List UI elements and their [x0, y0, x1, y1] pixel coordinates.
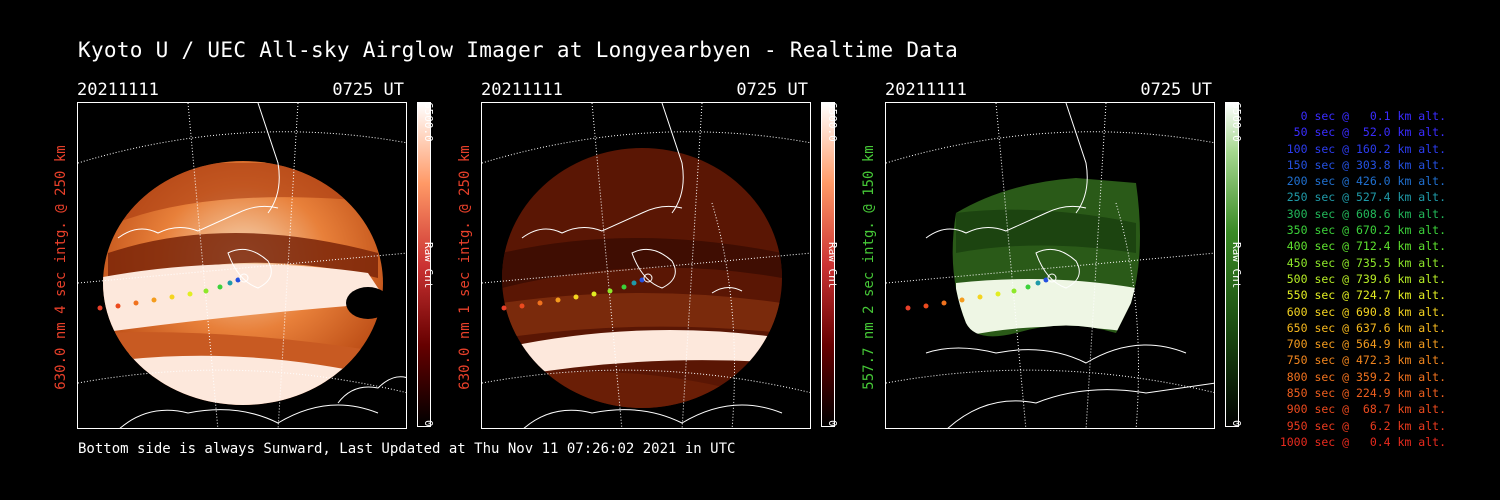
- colorbar-max: 6500.0: [422, 102, 435, 142]
- colorbar-max: 6500.0: [826, 102, 839, 142]
- image-panel-3: 20211111 0725 UT 557.7 nm 2 sec intg. @ …: [861, 80, 1243, 430]
- colorbar-min: 0: [1230, 420, 1243, 427]
- panel-label: 557.7 nm 2 sec intg. @ 150 km: [861, 145, 877, 390]
- colorbar-max: 6500.0: [1230, 102, 1243, 142]
- panel-time: 0725 UT: [1140, 80, 1212, 100]
- allsky-image: [885, 102, 1215, 429]
- colorbar-min: 0: [826, 420, 839, 427]
- legend-row: 350 sec @ 670.2 km alt.: [1286, 223, 1446, 238]
- legend-row: 850 sec @ 224.9 km alt.: [1286, 386, 1446, 401]
- colorbar: [1225, 102, 1239, 427]
- trajectory-legend: 0 sec @ 0.1 km alt. 50 sec @ 52.0 km alt.…: [1268, 108, 1446, 450]
- legend-row: 50 sec @ 52.0 km alt.: [1293, 125, 1446, 140]
- legend-row: 200 sec @ 426.0 km alt.: [1286, 174, 1446, 189]
- footer-note: Bottom side is always Sunward, Last Upda…: [78, 441, 736, 457]
- image-panel-1: 20211111 0725 UT 630.0 nm 4 sec intg. @ …: [53, 80, 435, 430]
- allsky-image: [77, 102, 407, 429]
- legend-row: 550 sec @ 724.7 km alt.: [1286, 288, 1446, 303]
- legend-row: 250 sec @ 527.4 km alt.: [1286, 190, 1446, 205]
- legend-row: 650 sec @ 637.6 km alt.: [1286, 320, 1446, 335]
- trajectory-dots: [501, 273, 653, 311]
- legend-row: 900 sec @ 68.7 km alt.: [1286, 402, 1446, 417]
- legend-row: 750 sec @ 472.3 km alt.: [1286, 353, 1446, 368]
- legend-row: 950 sec @ 6.2 km alt.: [1286, 418, 1446, 433]
- colorbar: [417, 102, 431, 427]
- colorbar: [821, 102, 835, 427]
- panel-time: 0725 UT: [332, 80, 404, 100]
- panel-date: 20211111: [885, 80, 967, 100]
- legend-row: 0 sec @ 0.1 km alt.: [1300, 109, 1446, 123]
- panel-label: 630.0 nm 4 sec intg. @ 250 km: [53, 145, 69, 390]
- legend-row: 300 sec @ 608.6 km alt.: [1286, 206, 1446, 221]
- allsky-image: [481, 102, 811, 429]
- panel-label: 630.0 nm 1 sec intg. @ 250 km: [457, 145, 473, 390]
- legend-row: 700 sec @ 564.9 km alt.: [1286, 337, 1446, 352]
- colorbar-min: 0: [422, 420, 435, 427]
- page-title: Kyoto U / UEC All-sky Airglow Imager at …: [78, 38, 959, 62]
- colorbar-unit: Raw Cnt: [422, 242, 435, 289]
- image-panel-2: 20211111 0725 UT 630.0 nm 1 sec intg. @ …: [457, 80, 839, 430]
- legend-row: 450 sec @ 735.5 km alt.: [1286, 255, 1446, 270]
- trajectory-dots: [97, 273, 249, 311]
- colorbar-unit: Raw Cnt: [826, 242, 839, 289]
- panel-date: 20211111: [481, 80, 563, 100]
- legend-row: 400 sec @ 712.4 km alt.: [1286, 239, 1446, 254]
- legend-row: 600 sec @ 690.8 km alt.: [1286, 304, 1446, 319]
- trajectory-dots: [905, 273, 1057, 311]
- colorbar-unit: Raw Cnt: [1230, 242, 1243, 289]
- panel-date: 20211111: [77, 80, 159, 100]
- panel-time: 0725 UT: [736, 80, 808, 100]
- legend-row: 800 sec @ 359.2 km alt.: [1286, 369, 1446, 384]
- legend-row: 150 sec @ 303.8 km alt.: [1286, 157, 1446, 172]
- legend-row: 500 sec @ 739.6 km alt.: [1286, 271, 1446, 286]
- legend-row: 100 sec @ 160.2 km alt.: [1286, 141, 1446, 156]
- legend-row: 1000 sec @ 0.4 km alt.: [1279, 434, 1446, 449]
